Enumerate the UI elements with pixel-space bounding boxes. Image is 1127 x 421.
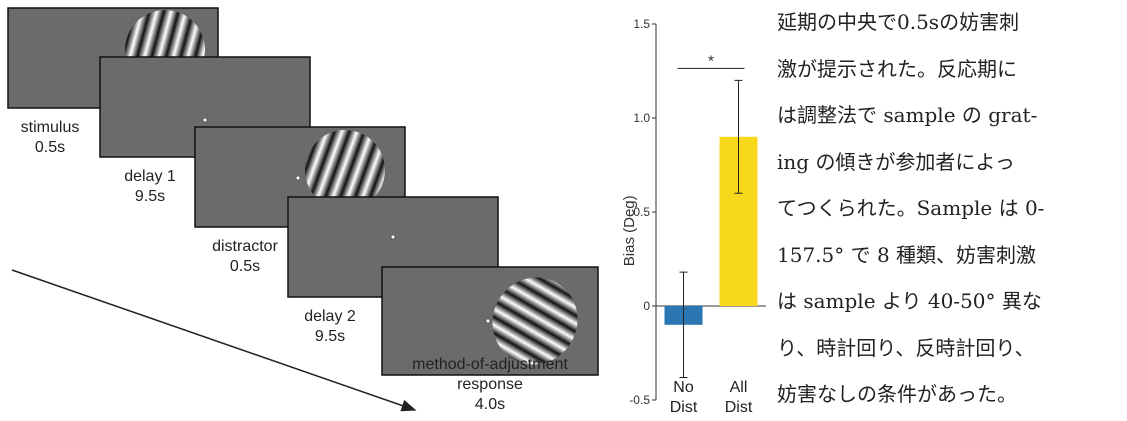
text-line: 妨害なしの条件があった。 — [777, 382, 1017, 406]
stage-duration: 9.5s — [134, 188, 166, 205]
stage-duration: 0.5s — [34, 139, 66, 156]
fixation — [390, 234, 396, 240]
y-tick-label: -0.5 — [629, 393, 650, 407]
fixation — [295, 175, 301, 181]
error-bar — [734, 79, 743, 194]
y-tick-label: 1.5 — [633, 17, 650, 31]
stage-label: method-of-adjustment response — [412, 356, 568, 393]
y-axis-label: Bias (Deg) — [621, 195, 638, 266]
text-line: 延期の中央で0.5sの妨害刺 — [777, 10, 1020, 34]
stage-label: delay 2 — [304, 308, 356, 325]
fixation — [485, 318, 491, 324]
text-line: は sample より 40-50° 異な — [777, 289, 1042, 313]
x-tick-label: No Dist — [669, 379, 698, 416]
stage-duration: 9.5s — [314, 328, 346, 345]
grating — [305, 130, 385, 210]
text-line: 激が提示された。反応期に — [777, 56, 1017, 81]
text-line: 157.5° で 8 種類、妨害刺激 — [777, 242, 1037, 267]
text-line: り、時計回り、反時計回り、 — [777, 335, 1035, 360]
stage-label: distractor — [212, 238, 278, 255]
fixation — [202, 117, 208, 123]
stage-duration: 0.5s — [229, 258, 261, 275]
text-line: は調整法で sample の grat- — [777, 103, 1038, 127]
grating — [492, 277, 578, 365]
y-tick-label: 0.5 — [633, 205, 650, 219]
stage-label: delay 1 — [124, 168, 176, 185]
y-tick-label: 0 — [643, 299, 650, 313]
time-arrow — [11, 269, 417, 412]
text-line: ing の傾きが参加者によっ — [777, 149, 1015, 174]
y-tick-label: 1.0 — [633, 111, 650, 125]
x-tick-label: All Dist — [724, 379, 753, 416]
bar-chart: -0.5 0 0.5 1.0 1.5 Bias (Deg) * — [621, 17, 766, 407]
stage-label: stimulus — [20, 119, 80, 136]
error-bar — [679, 271, 688, 378]
significance-mark: * — [708, 53, 714, 70]
stage-duration: 4.0s — [474, 396, 506, 413]
text-line: てつくられた。Sample は 0- — [777, 196, 1045, 220]
panels — [7, 7, 599, 376]
